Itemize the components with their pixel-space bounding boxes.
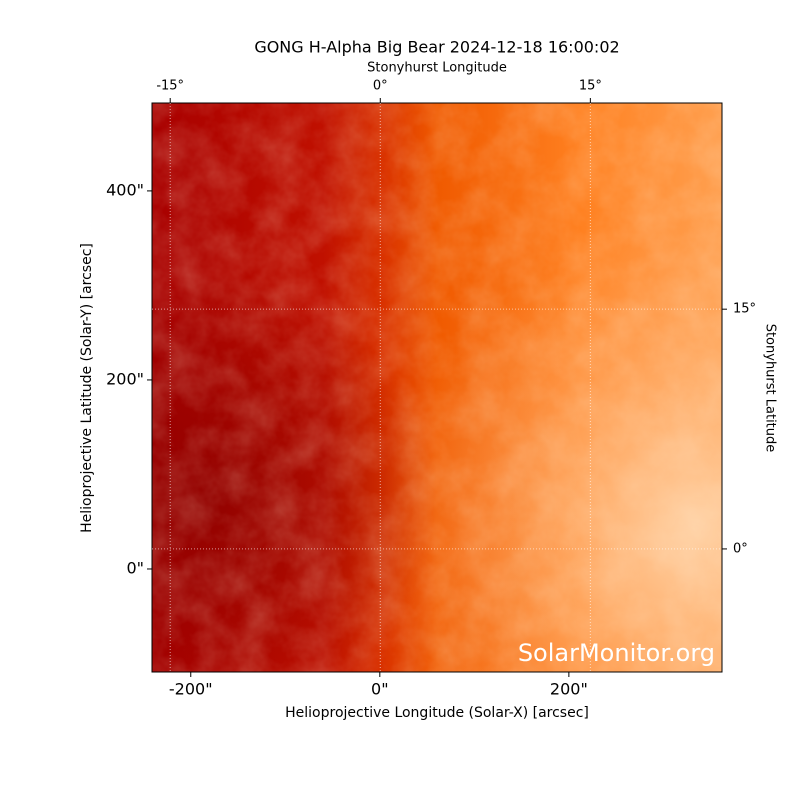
y2-tick-label: 0° bbox=[733, 541, 748, 556]
y-tick-label: 400" bbox=[106, 180, 144, 199]
y-axis-label: Helioprojective Latitude (Solar-Y) [arcs… bbox=[79, 243, 95, 533]
x-tick-label: -200" bbox=[169, 680, 213, 699]
chart-title: GONG H-Alpha Big Bear 2024-12-18 16:00:0… bbox=[254, 38, 619, 57]
x2-tick-label: -15° bbox=[156, 79, 184, 94]
plot-frame bbox=[151, 102, 723, 673]
x-tick-label: 0" bbox=[371, 680, 389, 699]
x2-tick-label: 15° bbox=[579, 79, 602, 94]
x-tick-label: 200" bbox=[550, 680, 588, 699]
x2-axis-label: Stonyhurst Longitude bbox=[367, 61, 507, 76]
x-axis-label: Helioprojective Longitude (Solar-X) [arc… bbox=[285, 705, 589, 721]
y-tick-label: 0" bbox=[126, 558, 144, 577]
y-tick-label: 200" bbox=[106, 369, 144, 388]
x2-tick-label: 0° bbox=[373, 79, 388, 94]
y2-axis-label: Stonyhurst Latitude bbox=[763, 324, 778, 453]
y2-tick-label: 15° bbox=[733, 302, 756, 317]
watermark: SolarMonitor.org bbox=[518, 639, 715, 667]
solar-image bbox=[152, 103, 722, 672]
